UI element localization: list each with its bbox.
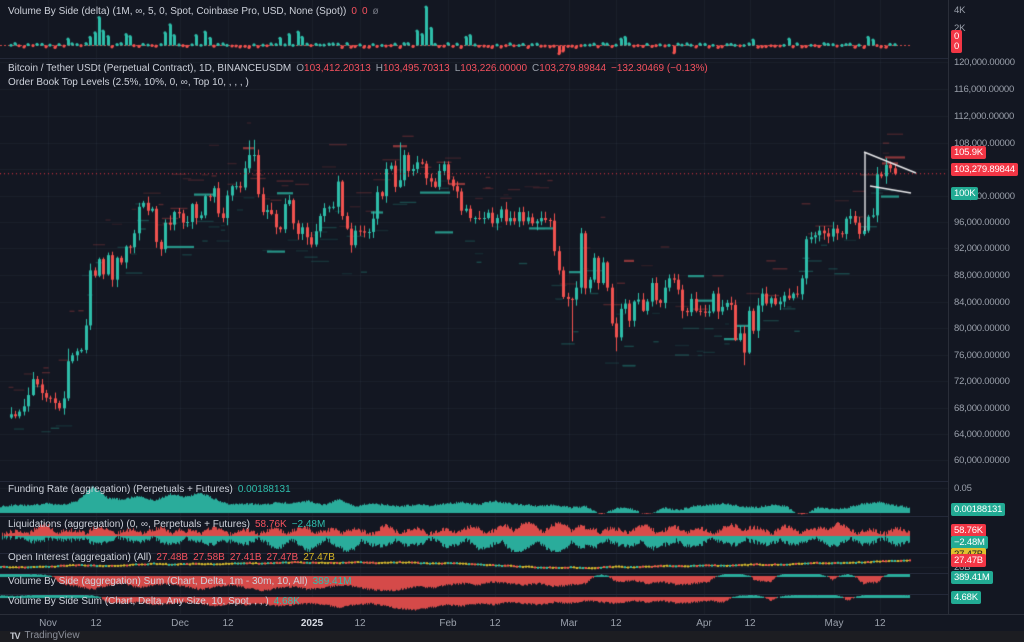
indicator-title[interactable]: Volume By Side (aggregation) Sum (Chart,… <box>8 576 308 587</box>
price-badge: 58.76K <box>951 524 986 537</box>
time-axis-label: 12 <box>744 618 756 629</box>
time-axis-label: 12 <box>222 618 234 629</box>
price-axis-label: 108,000.00000 <box>954 138 1015 149</box>
price-badge: 0 <box>951 40 963 53</box>
price-axis-label: 2K <box>954 23 966 34</box>
price-axis-label: 96,000.00000 <box>954 217 1010 228</box>
indicator-value: −2.48M <box>291 519 326 530</box>
price-badge: 0.00188131 <box>951 503 1006 516</box>
oi-low: 27.41B <box>229 552 262 563</box>
price-axis-label: 100,000.00000 <box>954 191 1015 202</box>
time-axis-label: Mar <box>560 618 578 629</box>
oi-open: 27.48B <box>156 552 189 563</box>
indicator-title[interactable]: Order Book Top Levels (2.5%, 10%, 0, ∞, … <box>8 77 249 88</box>
chart-canvas[interactable] <box>0 0 948 614</box>
pane-divider[interactable] <box>0 553 1024 554</box>
indicator-title[interactable]: Open Interest (aggregation) (All) <box>8 552 152 563</box>
price-axis-label: 112,000.00000 <box>954 111 1015 122</box>
price-axis-label: 80,000.00000 <box>954 323 1010 334</box>
low-label: L <box>454 63 461 74</box>
legend-funding-rate: Funding Rate (aggregation) (Perpetuals +… <box>8 484 291 496</box>
tradingview-logo-text: TradingView <box>24 630 80 641</box>
price-axis-label: 64,000.00000 <box>954 429 1010 440</box>
time-axis-label: 2025 <box>300 618 324 629</box>
high-label: H <box>375 63 383 74</box>
indicator-title[interactable]: Liquidations (aggregation) (0, ∞, Perpet… <box>8 519 250 530</box>
price-badge: 389.41M <box>951 571 993 584</box>
legend-volume-by-side-sum: Volume By Side Sum (Chart, Delta, Any Si… <box>8 596 300 608</box>
price-axis-label: 116,000.00000 <box>954 84 1015 95</box>
low-value: 103,226.00000 <box>460 63 528 74</box>
pane-divider[interactable] <box>0 481 1024 482</box>
price-axis-label: 72,000.00000 <box>954 376 1010 387</box>
legend-liquidations: Liquidations (aggregation) (0, ∞, Perpet… <box>8 519 325 531</box>
time-axis-label: 12 <box>610 618 622 629</box>
indicator-title[interactable]: Funding Rate (aggregation) (Perpetuals +… <box>8 484 233 495</box>
pane-divider[interactable] <box>0 516 1024 517</box>
price-axis[interactable]: 4K 2K 120,000.00000 116,000.00000 112,000.00… <box>948 0 1024 614</box>
tradingview-logo-mark: TV <box>10 630 20 641</box>
open-value: 103,412.20313 <box>304 63 371 74</box>
price-axis-label: 76,000.00000 <box>954 350 1010 361</box>
indicator-value: 389.41M <box>312 576 352 587</box>
indicator-value: ø <box>372 6 379 17</box>
price-axis-label: 84,000.00000 <box>954 297 1010 308</box>
high-value: 103,495.70313 <box>383 63 450 74</box>
close-value: 103,279.89844 <box>539 63 606 74</box>
time-axis-label: Apr <box>696 618 712 629</box>
tradingview-logo[interactable]: TV TradingView <box>10 630 80 641</box>
time-axis-label: Feb <box>439 618 457 629</box>
price-badge: 27.47B <box>951 554 986 567</box>
price-axis-label: 60,000.00000 <box>954 455 1010 466</box>
price-axis-label: 68,000.00000 <box>954 403 1010 414</box>
symbol-title[interactable]: Bitcoin / Tether USDt (Perpetual Contrac… <box>8 63 292 74</box>
price-axis-label: 20B <box>954 562 971 573</box>
indicator-value: 0 <box>351 6 357 17</box>
open-label: O <box>296 63 305 74</box>
indicator-value: 0 <box>361 6 368 17</box>
time-axis[interactable]: Nov 12 Dec 12 2025 12 Feb 12 Mar 12 Apr 12 May 12 <box>0 614 1024 632</box>
price-axis-label: 120,000.00000 <box>954 57 1015 68</box>
bottom-bar <box>0 631 1024 642</box>
legend-volume-by-side-delta: Volume By Side (delta) (1M, ∞, 5, 0, Spo… <box>8 6 379 18</box>
price-axis-label: 88,000.00000 <box>954 270 1010 281</box>
indicator-value: 4.68K <box>273 596 300 607</box>
legend-open-interest: Open Interest (aggregation) (All) 27.48B 2… <box>8 552 335 564</box>
close-label: C <box>532 63 540 74</box>
price-badge: −2.48M <box>951 536 988 549</box>
pane-divider[interactable] <box>0 594 1024 595</box>
legend-volume-by-side-aggregation-sum: Volume By Side (aggregation) Sum (Chart,… <box>8 576 352 588</box>
price-badge: 4.68K <box>951 591 981 604</box>
change-value: −132.30469 (−0.13%) <box>611 63 708 74</box>
time-axis-label: 12 <box>354 618 366 629</box>
price-axis-label: 92,000.00000 <box>954 243 1010 254</box>
indicator-title[interactable]: Volume By Side Sum (Chart, Delta, Any Si… <box>8 596 269 607</box>
legend-symbol: Bitcoin / Tether USDt (Perpetual Contrac… <box>8 63 708 75</box>
oi-high: 27.58B <box>193 552 225 563</box>
price-badge: 103,279.89844 <box>951 163 1018 176</box>
price-axis-label: 0.05 <box>954 483 972 494</box>
time-axis-label: May <box>824 618 844 629</box>
price-badge: 0 <box>951 30 963 43</box>
time-axis-label: Nov <box>39 618 57 629</box>
price-axis-label: 4K <box>954 5 966 16</box>
legend-order-book-top-levels: Order Book Top Levels (2.5%, 10%, 0, ∞, … <box>8 77 249 89</box>
oi-close: 27.47B <box>266 552 299 563</box>
time-axis-label: 12 <box>874 618 886 629</box>
indicator-title[interactable]: Volume By Side (delta) (1M, ∞, 5, 0, Spo… <box>8 6 347 17</box>
time-axis-label: 12 <box>489 618 501 629</box>
price-badge: 105.9K <box>951 146 986 159</box>
pane-divider[interactable] <box>0 58 1024 59</box>
indicator-value: 0.00188131 <box>237 484 291 495</box>
oi-last: 27.47B <box>303 552 335 563</box>
time-axis-label: Dec <box>171 618 189 629</box>
time-axis-label: 12 <box>90 618 102 629</box>
indicator-value: 58.76K <box>254 519 287 530</box>
pane-divider[interactable] <box>0 573 1024 574</box>
price-badge: 100K <box>951 187 979 200</box>
